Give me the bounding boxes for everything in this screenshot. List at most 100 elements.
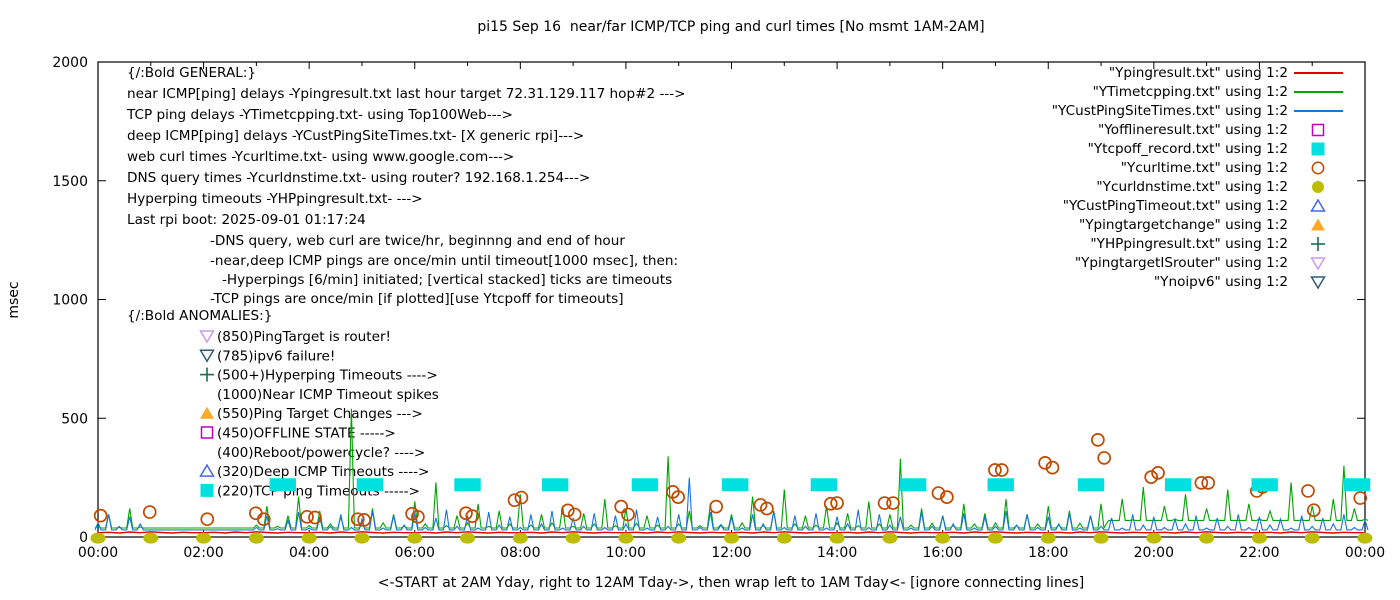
tri-down-open-icon — [199, 349, 215, 363]
y-tick-label: 1500 — [52, 174, 88, 190]
curl-point — [1353, 491, 1368, 505]
curl-point — [1144, 470, 1159, 484]
anomaly-label: (220)TCP ping Timeouts -----> — [217, 483, 420, 499]
curl-point — [886, 496, 900, 510]
impulse-path — [94, 477, 1369, 531]
tcp-timeout-mark — [1164, 478, 1192, 492]
dns-point — [565, 532, 581, 544]
curl-point — [760, 501, 774, 516]
curl-point — [560, 503, 575, 518]
dns-point — [1146, 532, 1162, 544]
general-text-line: -TCP pings are once/min [if plotted][use… — [210, 291, 624, 307]
legend-row: "YTimetcpping.txt" using 1:2 — [1093, 84, 1343, 100]
legend-row: "Ycurltime.txt" using 1:2 — [1121, 160, 1325, 176]
curl-point — [1301, 484, 1315, 498]
legend-row: "YCustPingTimeout.txt" using 1:2 — [1063, 198, 1326, 214]
curl-point — [93, 508, 108, 523]
square-filled-icon — [200, 483, 214, 497]
x-tick-label: 00:00 — [1345, 545, 1385, 561]
dns-point — [1304, 532, 1320, 544]
curl-point — [1306, 503, 1321, 518]
tcp-timeout-mark — [721, 478, 749, 492]
circle-filled-icon — [1312, 181, 1324, 193]
curl-point — [248, 506, 263, 521]
legend-label: "YTimetcpping.txt" using 1:2 — [1093, 84, 1288, 100]
dns-point — [301, 532, 317, 544]
curl-point — [308, 510, 322, 525]
tri-down-open-icon — [199, 330, 215, 344]
curl-point — [142, 505, 157, 519]
tcp-timeout-mark — [541, 478, 569, 492]
curl-point — [1201, 476, 1216, 490]
curl-point — [507, 493, 522, 508]
curl-point — [877, 496, 892, 510]
curl-point — [1038, 456, 1052, 470]
dns-point — [196, 532, 212, 544]
curl-point — [411, 509, 425, 524]
curl-point — [465, 509, 480, 523]
x-tick-label: 02:00 — [183, 545, 223, 561]
dns-point — [90, 532, 106, 544]
general-text-line: Hyperping timeouts -YHPpingresult.txt- -… — [127, 191, 423, 207]
curl-point — [671, 490, 686, 504]
tcp-timeout-mark — [631, 478, 659, 492]
dns-point — [248, 532, 264, 544]
general-text-line: -DNS query, web curl are twice/hr, begin… — [210, 233, 625, 249]
tcp-timeout-mark — [1077, 478, 1105, 492]
anomaly-label: (850)PingTarget is router! — [217, 329, 391, 345]
tcp-timeout-mark — [454, 478, 481, 492]
y-tick-label: 0 — [79, 530, 88, 546]
x-tick-label: 00:00 — [78, 545, 118, 561]
tri-down-open-icon — [1310, 276, 1326, 290]
data-series — [90, 408, 1373, 544]
curl-point — [300, 509, 314, 524]
series-YCustPingSiteTimes.txt — [94, 477, 1369, 531]
legend-label: "Ypingresult.txt" using 1:2 — [1109, 65, 1288, 81]
dns-point — [1093, 532, 1109, 544]
legend-label: "Ynoipv6" using 1:2 — [1154, 274, 1288, 290]
x-tick-label: 08:00 — [500, 545, 540, 561]
curl-point — [1151, 466, 1165, 480]
general-text-line: -Hyperpings [6/min] initiated; [vertical… — [222, 272, 672, 288]
tcp-timeout-mark — [269, 478, 296, 492]
y-axis-label: msec — [6, 281, 22, 318]
x-tick-label: 18:00 — [1028, 545, 1068, 561]
dns-point — [1357, 532, 1373, 544]
curl-point — [256, 512, 271, 527]
curl-point — [709, 499, 724, 514]
x-tick-label: 12:00 — [711, 545, 751, 561]
dns-point — [512, 532, 528, 544]
curl-point — [1194, 476, 1209, 490]
dns-point — [935, 532, 951, 544]
x-tick-label: 20:00 — [1134, 545, 1174, 561]
legend-row: "Yofflineresult.txt" using 1:2 — [1098, 122, 1325, 138]
curl-point — [459, 506, 473, 521]
legend: "Ypingresult.txt" using 1:2 "YTimetcpping… — [1052, 65, 1343, 290]
curl-point — [514, 490, 529, 505]
curl-point — [350, 512, 365, 527]
curl-point — [614, 499, 629, 514]
legend-row: "YCustPingSiteTimes.txt" using 1:2 — [1052, 103, 1343, 119]
dns-point — [407, 532, 423, 544]
tcp-timeout-mark — [987, 478, 1014, 492]
tcp-timeout-mark — [1343, 478, 1371, 492]
general-text-line: web curl times -Ycurltime.txt- using www… — [127, 149, 514, 165]
legend-label: "YpingtargetISrouter" using 1:2 — [1075, 255, 1288, 271]
general-text-line: near ICMP[ping] delays -Ypingresult.txt … — [127, 86, 686, 102]
y-tick-label: 2000 — [52, 55, 88, 71]
curl-point — [357, 513, 371, 527]
general-text-line: {/:Bold GENERAL:} — [127, 65, 256, 81]
dns-point — [1040, 532, 1056, 544]
dns-point — [829, 532, 845, 544]
series-Ycurltime.txt — [93, 433, 1368, 527]
dns-point — [618, 532, 634, 544]
legend-label: "YCustPingTimeout.txt" using 1:2 — [1063, 198, 1288, 214]
anomaly-label: (500+)Hyperping Timeouts ----> — [217, 368, 438, 384]
square-open-icon — [1311, 123, 1325, 137]
legend-label: "Ycurldnstime.txt" using 1:2 — [1096, 179, 1288, 195]
curl-point — [931, 486, 946, 500]
legend-row: "Ytcpoff_record.txt" using 1:2 — [1088, 141, 1325, 157]
general-text-line: -near,deep ICMP pings are once/min until… — [210, 253, 678, 269]
legend-label: "Ycurltime.txt" using 1:2 — [1121, 160, 1288, 176]
